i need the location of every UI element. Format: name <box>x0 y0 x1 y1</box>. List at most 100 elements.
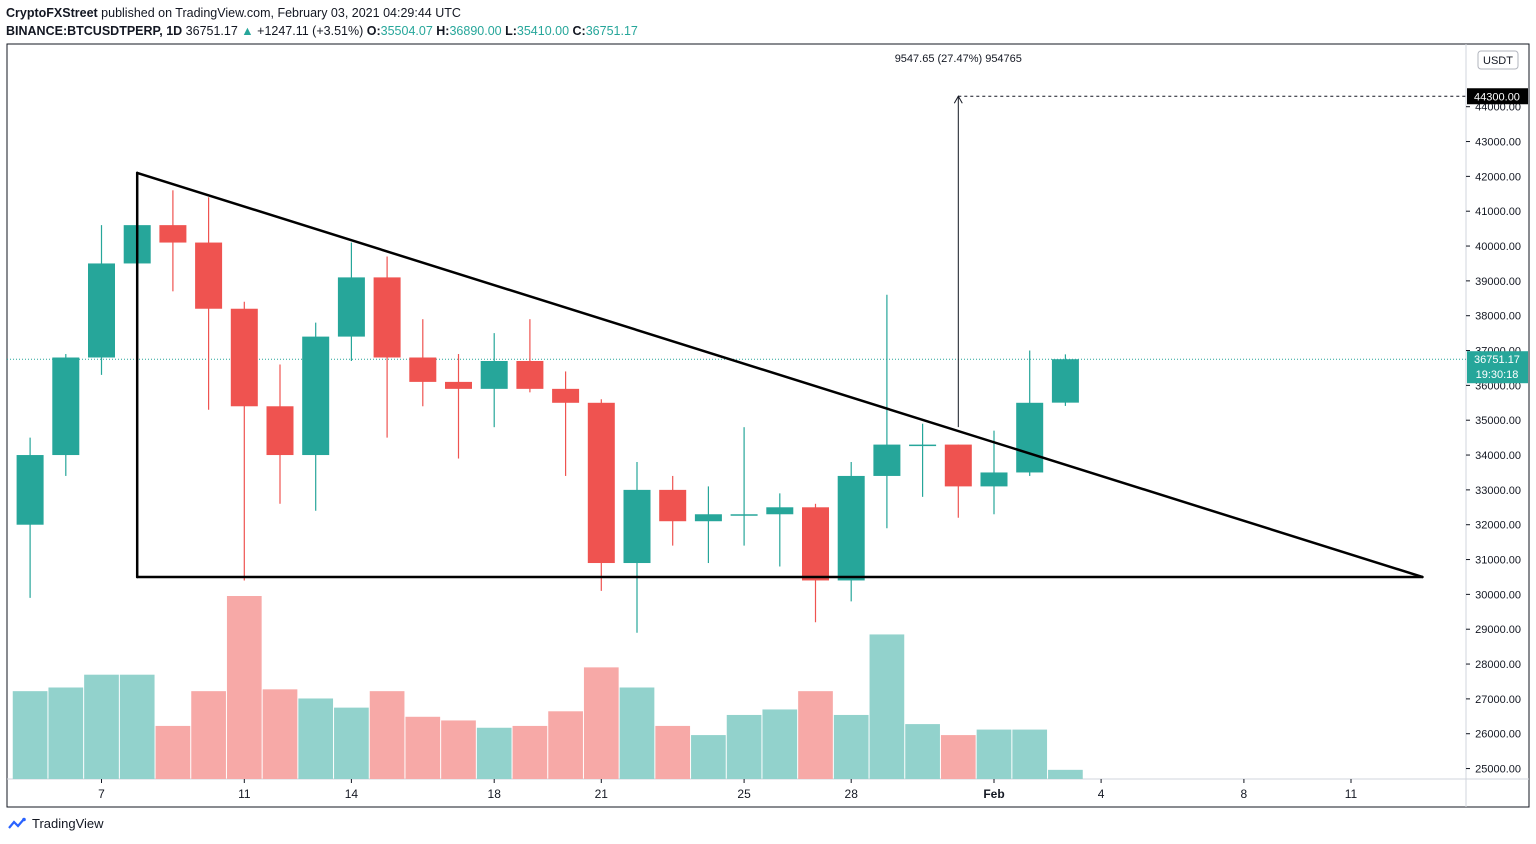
y-tick-label: 33000.00 <box>1475 485 1521 497</box>
y-tick-label: 29000.00 <box>1475 624 1521 636</box>
volume-bar <box>833 714 869 779</box>
candle-body <box>230 308 258 407</box>
volume-bar <box>12 691 48 779</box>
tradingview-brand[interactable]: TradingView <box>32 816 104 831</box>
volume-bar <box>155 725 191 779</box>
y-tick-label: 28000.00 <box>1475 659 1521 671</box>
y-tick-label: 38000.00 <box>1475 311 1521 323</box>
candle-body <box>1016 402 1044 473</box>
open-label: O: <box>366 24 381 38</box>
volume-bar <box>869 634 905 779</box>
x-tick-label: 28 <box>845 787 859 801</box>
open-value: 35504.07 <box>380 24 433 38</box>
x-tick-label: 21 <box>595 787 609 801</box>
candle-body <box>266 406 294 456</box>
y-tick-label: 41000.00 <box>1475 206 1521 218</box>
candle-body <box>195 242 223 309</box>
y-tick-label: 42000.00 <box>1475 171 1521 183</box>
volume-bar <box>441 720 476 779</box>
triangle-upper-trendline <box>135 171 1424 579</box>
target-price-tag <box>1467 88 1528 105</box>
countdown-label: 19:30:18 <box>1476 369 1519 381</box>
candle-body <box>480 360 508 389</box>
y-tick-label: 25000.00 <box>1475 764 1521 776</box>
volume-bar <box>762 709 798 779</box>
volume-bar <box>512 725 548 779</box>
candle-body <box>16 455 44 525</box>
last-price: 36751.17 <box>185 24 238 38</box>
volume-bar <box>619 687 655 779</box>
volume-bar <box>905 724 940 779</box>
volume-bar <box>548 711 583 779</box>
candle-body <box>980 472 1008 487</box>
y-tick-label: 34000.00 <box>1475 450 1521 462</box>
volume-bar <box>798 691 833 779</box>
candle-body <box>659 489 687 522</box>
x-tick-label: 7 <box>98 787 105 801</box>
candle-body <box>88 263 115 358</box>
y-tick-label: 30000.00 <box>1475 589 1521 601</box>
candle-body <box>837 475 865 581</box>
candle-body <box>409 357 437 382</box>
candle-body <box>944 444 972 487</box>
close-label: C: <box>572 24 586 38</box>
candle-body <box>52 357 80 456</box>
x-tick-label: Feb <box>983 787 1004 801</box>
volume-bar <box>262 689 298 779</box>
candle-body <box>159 225 187 243</box>
volume-bar <box>84 674 119 779</box>
low-value: 35410.00 <box>516 24 570 38</box>
y-tick-label: 26000.00 <box>1475 729 1521 741</box>
volume-bar <box>119 674 155 779</box>
volume-bar <box>976 729 1012 779</box>
candle-body <box>1051 359 1079 403</box>
low-label: L: <box>505 24 517 38</box>
candle-body <box>302 336 330 456</box>
x-tick-label: 18 <box>488 787 502 801</box>
x-tick-label: 11 <box>1345 787 1358 801</box>
last-price-tag <box>1467 351 1528 384</box>
candle-body <box>516 360 544 389</box>
x-tick-label: 8 <box>1241 787 1248 801</box>
high-value: 36890.00 <box>449 24 502 38</box>
target-price-label: 44300.00 <box>1474 91 1520 103</box>
candle-body <box>694 514 722 522</box>
change-value: +1247.11 (+3.51%) <box>257 24 364 38</box>
candle-body <box>587 402 615 564</box>
volume-bar <box>940 735 976 779</box>
candle-body <box>802 507 829 581</box>
candle-body <box>730 514 758 516</box>
y-tick-label: 32000.00 <box>1475 520 1521 532</box>
candle-body <box>445 381 472 389</box>
candle-body <box>373 277 401 358</box>
x-tick-label: 14 <box>345 787 359 801</box>
volume-bar <box>191 691 226 779</box>
candle-body <box>552 388 580 403</box>
high-label: H: <box>436 24 450 38</box>
x-tick-label: 25 <box>737 787 751 801</box>
publisher-name[interactable]: CryptoFXStreet <box>6 6 98 20</box>
volume-bar <box>1012 729 1048 779</box>
candle-body <box>766 507 794 515</box>
candle-body <box>623 489 651 564</box>
volume-bar <box>1048 769 1083 779</box>
candle-body <box>909 444 937 447</box>
volume-bar <box>48 687 84 779</box>
y-tick-label: 44000.00 <box>1475 102 1521 114</box>
x-tick-label: 4 <box>1098 787 1105 801</box>
volume-bar <box>583 667 619 779</box>
y-tick-label: 36000.00 <box>1475 380 1521 392</box>
close-value: 36751.17 <box>585 24 638 38</box>
publish-info: CryptoFXStreet published on TradingView.… <box>6 6 461 20</box>
y-tick-label: 43000.00 <box>1475 137 1521 149</box>
tradingview-footer: TradingView <box>8 816 104 831</box>
measure-label: 9547.65 (27.47%) 954765 <box>895 53 1022 65</box>
volume-bar <box>655 725 691 779</box>
volume-bar <box>691 735 726 779</box>
y-tick-label: 31000.00 <box>1475 555 1521 567</box>
ohlc-legend: BINANCE:BTCUSDTPERP, 1D 36751.17 ▲ +1247… <box>6 24 638 38</box>
volume-bar <box>298 698 334 779</box>
y-tick-label: 27000.00 <box>1475 694 1521 706</box>
symbol-label[interactable]: BINANCE:BTCUSDTPERP, 1D <box>6 24 183 38</box>
